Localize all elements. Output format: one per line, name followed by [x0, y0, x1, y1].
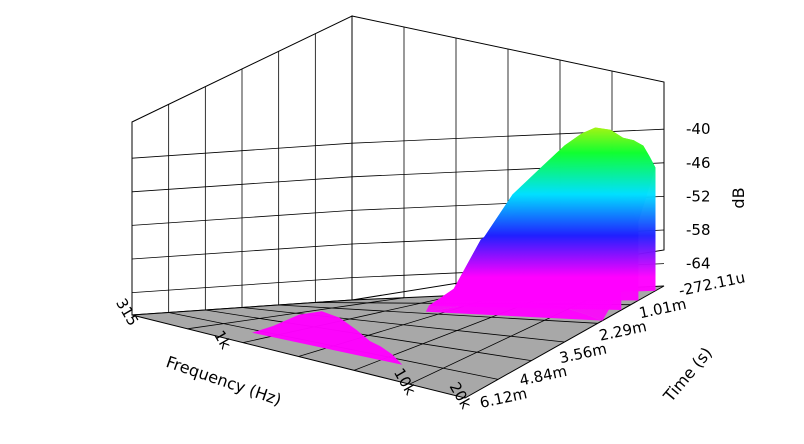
time-tick-label: 1.01m	[637, 295, 688, 323]
surface-ribbon	[446, 127, 656, 302]
x-axis-label: Frequency (Hz)	[164, 352, 284, 409]
z-axis-label: dB	[729, 187, 748, 208]
time-tick-label: 2.29m	[597, 317, 648, 345]
db-tick-labels: -40 -46 -52 -58 -64	[686, 120, 711, 272]
time-tick-label: 4.84m	[518, 362, 569, 390]
surface-ribbon	[425, 249, 622, 321]
db-tick-label: -52	[686, 187, 711, 205]
time-tick-label: 6.12m	[478, 384, 529, 412]
db-tick-label: -58	[686, 221, 711, 239]
time-tick-label: -272.11u	[677, 268, 747, 300]
surface-slice	[425, 303, 603, 321]
surface-slice	[252, 311, 403, 365]
db-tick-label: -64	[686, 255, 711, 273]
db-tick-label: -40	[686, 120, 711, 138]
db-tick-label: -46	[686, 154, 711, 172]
surface-ribbon	[428, 180, 639, 306]
time-tick-label: 3.56m	[558, 340, 609, 368]
time-axis-label: Time (s)	[659, 343, 716, 406]
surface	[252, 127, 656, 365]
